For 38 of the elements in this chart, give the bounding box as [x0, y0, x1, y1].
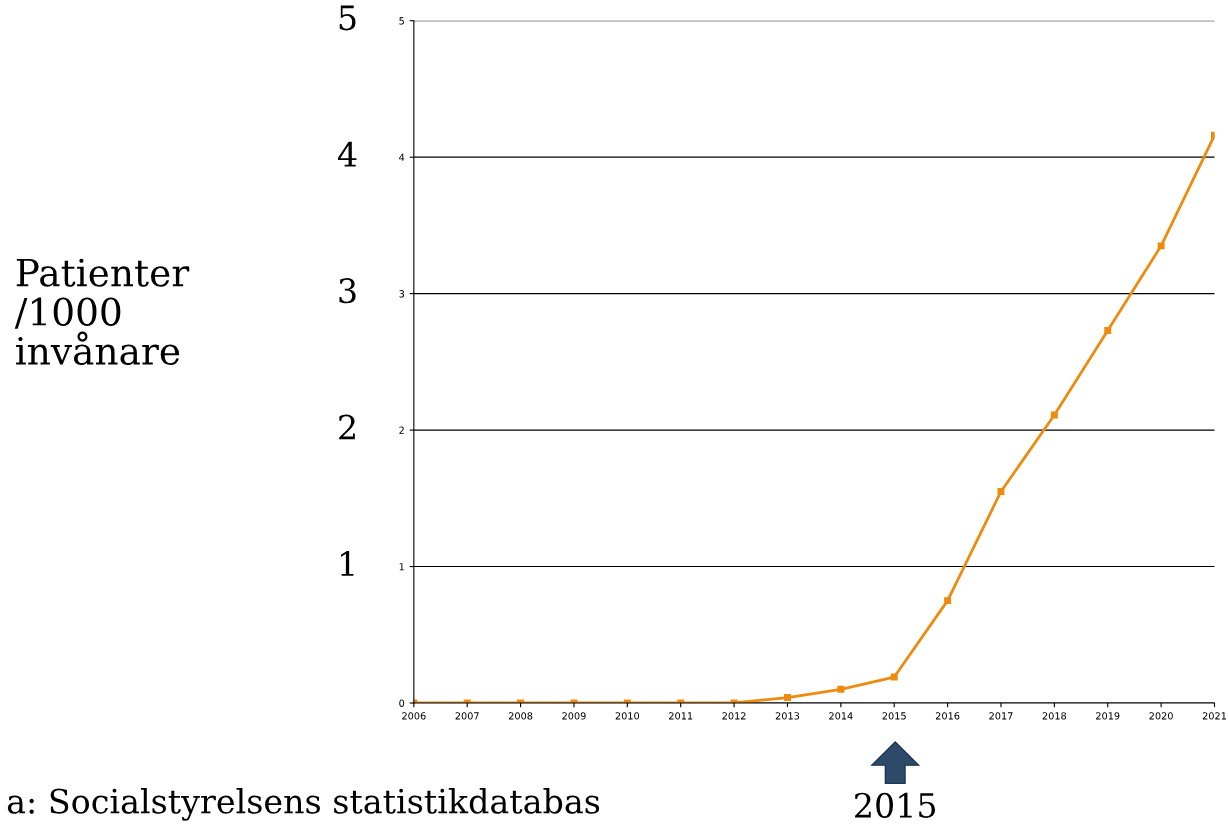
x-tick-label: 2007	[455, 712, 479, 720]
x-tick-label: 2021	[1202, 712, 1226, 720]
y-tick-label: 0	[399, 699, 405, 707]
point	[1157, 242, 1165, 250]
y-tick-label: 2	[399, 426, 404, 434]
point	[890, 673, 898, 681]
text: 3	[339, 278, 356, 304]
x-tick-label: 2011	[669, 712, 693, 720]
text: 2	[339, 414, 355, 440]
x-tick-label: 2014	[829, 712, 853, 720]
point	[784, 694, 791, 702]
text: 1	[340, 551, 354, 576]
x-tick-label: 2019	[1096, 712, 1120, 720]
x-tick-label: 2012	[722, 712, 746, 720]
text: 5	[339, 5, 356, 31]
text: 2015	[855, 792, 936, 818]
x-tick-label: 2018	[1042, 712, 1067, 720]
x-tick-label: 2015	[882, 712, 906, 720]
text: 4	[337, 141, 357, 167]
point	[997, 488, 1005, 495]
x-tick-label: 2006	[402, 712, 426, 720]
y-tick-label: 1	[399, 563, 404, 571]
point	[1050, 411, 1058, 419]
x-tick-label: 2009	[562, 712, 586, 720]
y-tick-label: 5	[399, 17, 404, 25]
text: Patienter /1000 invånare	[14, 258, 190, 366]
y-tick-label: 4	[399, 153, 405, 161]
x-tick-label: 2008	[508, 712, 533, 720]
x-tick-label: 2010	[615, 712, 640, 720]
point	[1104, 327, 1112, 334]
point	[944, 597, 952, 605]
x-tick-label: 2016	[935, 712, 960, 720]
text: a: Socialstyrelsens statistikdatabas	[7, 787, 600, 821]
point	[837, 685, 845, 693]
y-tick-label: 3	[399, 290, 405, 298]
x-tick-label: 2017	[989, 712, 1013, 720]
x-tick-label: 2013	[775, 712, 800, 720]
x-tick-label: 2020	[1149, 712, 1173, 720]
